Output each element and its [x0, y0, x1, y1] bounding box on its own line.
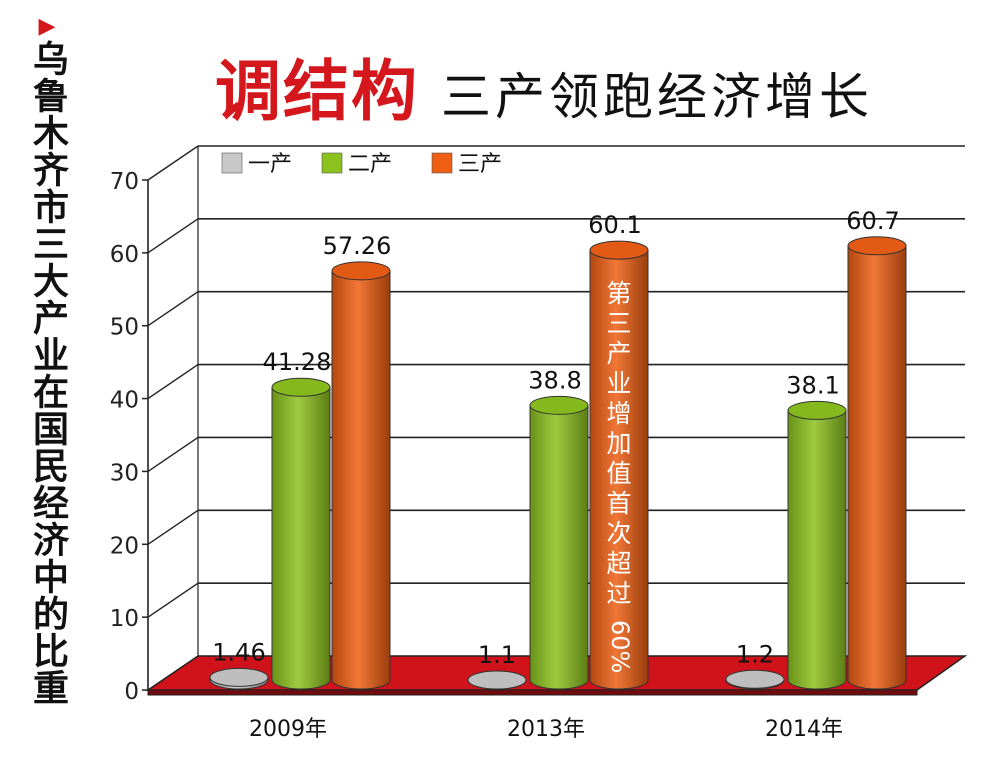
grid-diagonal [147, 509, 199, 545]
bar-三产-2014年 [847, 245, 907, 690]
y-tick-label: 20 [110, 533, 139, 559]
annotation-char: 首 [606, 489, 631, 518]
legend-swatch [431, 152, 453, 174]
bar-top-一产-2009年 [209, 667, 269, 687]
y-tick-label: 0 [124, 679, 139, 705]
grid-diagonal [147, 145, 199, 181]
data-label: 41.28 [263, 348, 332, 376]
grid-diagonal [147, 436, 199, 473]
data-label: 38.8 [528, 366, 581, 394]
annotation-number: 60% [606, 620, 634, 673]
annotation-char: 产 [606, 339, 631, 368]
x-tick-label: 2013年 [507, 717, 585, 742]
data-label: 38.1 [786, 371, 839, 399]
grid-diagonal [147, 363, 199, 400]
data-label: 1.2 [736, 640, 774, 668]
bar-top-三产-2013年 [589, 240, 649, 260]
data-label: 57.26 [323, 232, 392, 260]
y-tick-label: 30 [110, 460, 139, 486]
annotation-char: 业 [606, 369, 631, 398]
grid-diagonal [147, 218, 199, 254]
x-tick-label: 2009年 [249, 717, 327, 742]
bar-top-二产-2009年 [271, 377, 331, 397]
y-tick-label: 70 [110, 169, 139, 195]
legend-label: 二产 [348, 152, 392, 177]
annotation-char: 三 [606, 309, 631, 338]
bar-top-一产-2014年 [725, 669, 785, 689]
headline-rest: 三产领跑经济增长 [441, 68, 873, 126]
annotation-char: 增 [606, 399, 631, 428]
y-tick-label: 40 [110, 388, 139, 414]
legend-label: 一产 [248, 152, 292, 177]
side-caption: ▶ 乌鲁木齐市三大产业在国民经济中的比重 [24, 14, 70, 706]
side-title: 乌鲁木齐市三大产业在国民经济中的比重 [27, 40, 68, 706]
headline-highlight: 调结构 [215, 52, 419, 130]
x-tick-label: 2014年 [765, 717, 843, 742]
legend-swatch [321, 152, 343, 174]
bar-top-二产-2014年 [787, 400, 847, 420]
data-label: 60.1 [588, 211, 641, 239]
chart-headline: 调结构 三产领跑经济增长 [215, 38, 873, 134]
bar-top-二产-2013年 [529, 395, 589, 415]
chart-floor-edge [147, 689, 918, 696]
y-tick-label: 60 [110, 242, 139, 268]
annotation-char: 加 [606, 429, 631, 458]
data-label: 1.46 [212, 638, 265, 666]
y-tick-label: 10 [110, 606, 139, 632]
data-label: 1.1 [478, 641, 516, 669]
bar-top-三产-2009年 [331, 261, 391, 281]
bar-top-一产-2013年 [467, 670, 527, 690]
bar-二产-2009年 [271, 386, 331, 690]
legend-label: 三产 [458, 152, 502, 177]
annotation-char: 次 [606, 519, 631, 548]
annotation-char: 第 [606, 279, 631, 308]
y-tick-label: 50 [110, 315, 139, 341]
grid-diagonal [147, 291, 199, 327]
annotation-char: 过 [606, 579, 631, 608]
annotation-char: 值 [606, 459, 631, 488]
annotation-char: 超 [606, 549, 631, 578]
grid-diagonal [147, 582, 199, 618]
bar-top-三产-2014年 [847, 236, 907, 256]
bar-三产-2013年 [589, 249, 649, 690]
bar-二产-2013年 [529, 404, 589, 690]
legend-swatch [221, 152, 243, 174]
bar-二产-2014年 [787, 409, 847, 690]
triangle-marker-icon: ▶ [38, 14, 56, 39]
bar-三产-2009年 [331, 270, 391, 690]
data-label: 60.7 [846, 207, 899, 235]
